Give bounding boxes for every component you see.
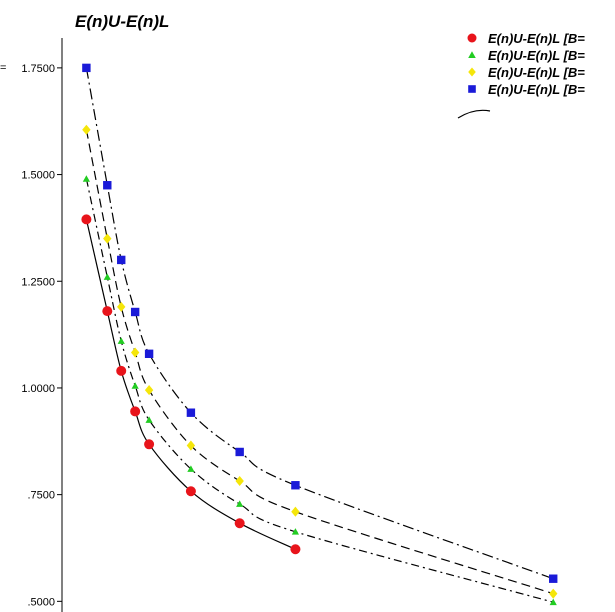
data-point-square [130,307,140,317]
legend-label: E(n)U-E(n)L [B= [488,31,585,46]
legend-marker-triangle [468,51,476,59]
series-line-1 [85,219,296,550]
data-point-triangle [145,416,153,423]
legend-marker-square [468,85,476,93]
data-point-triangle [103,273,111,280]
legend-label: E(n)U-E(n)L [B= [488,82,585,97]
data-point-diamond [235,475,244,487]
series-line-4 [85,67,554,580]
y-tick-label: 1.0000 [21,383,55,395]
data-point-diamond [117,301,126,312]
legend-marker-circle [467,33,477,43]
data-point-square [103,181,112,190]
data-point-square [82,63,91,73]
y-tick-label: .7500 [27,490,55,502]
data-point-diamond [144,385,154,396]
data-point-triangle [291,528,300,535]
axis-stub-label: = [0,62,6,74]
data-point-circle [144,439,155,450]
legend-label: E(n)U-E(n)L [B= [488,48,585,63]
data-point-triangle [131,382,139,389]
series-line-2 [85,178,554,603]
legend-marker-diamond [468,67,476,77]
chart-title: E(n)U-E(n)L [75,12,169,31]
y-axis: 1.7500 1.5000 1.2500 1.0000 .7500 .5000 [21,63,62,608]
legend-line-sample [457,109,491,119]
data-point-triangle [117,337,125,344]
data-point-circle [290,544,301,555]
data-point-triangle [82,175,90,182]
y-tick-label: 1.2500 [21,276,55,288]
data-point-diamond [186,440,196,451]
data-point-circle [185,486,196,497]
data-point-diamond [130,347,140,358]
data-point-triangle [236,500,244,507]
data-point-square [117,255,126,265]
legend-label: E(n)U-E(n)L [B= [488,65,585,80]
data-point-circle [102,306,113,317]
data-point-square [291,481,300,490]
y-tick-label: 1.7500 [21,63,55,75]
data-point-diamond [82,124,91,135]
data-point-circle [116,365,127,376]
data-point-square [144,349,154,359]
y-tick-label: .5000 [27,596,55,608]
data-point-circle [234,518,245,529]
data-point-diamond [291,506,300,517]
series-line-3 [85,129,554,595]
legend: E(n)U-E(n)L [B= E(n)U-E(n)L [B= E(n)U-E(n)… [457,31,585,119]
data-point-square [235,447,244,457]
y-tick-label: 1.5000 [21,170,55,182]
series-points [81,63,558,606]
series-lines [85,67,554,603]
data-point-square [549,574,558,583]
data-point-circle [81,214,92,225]
data-point-square [186,408,196,417]
data-point-triangle [187,465,195,472]
data-point-diamond [103,233,112,244]
data-point-diamond [549,588,558,599]
data-point-circle [130,406,141,417]
data-point-triangle [549,598,557,606]
